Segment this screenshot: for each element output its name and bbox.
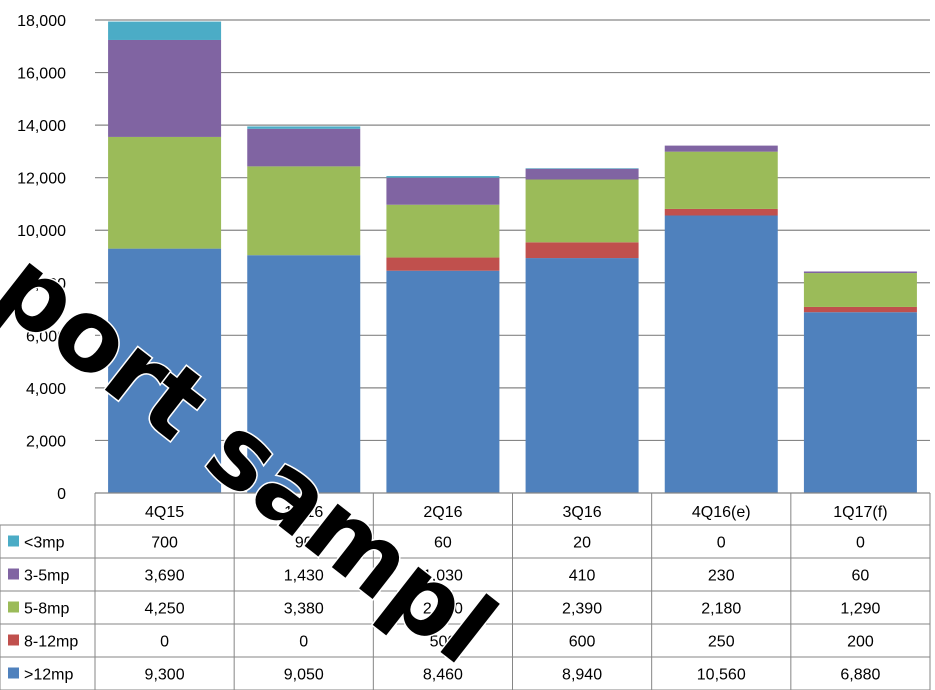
bar-segment	[664, 208, 778, 216]
data-label: 60	[852, 568, 870, 585]
data-label: 2,390	[562, 601, 602, 618]
data-label: 9,050	[284, 667, 324, 684]
y-tick-label: 10,000	[17, 223, 66, 240]
bar-segment	[803, 306, 917, 313]
bar-segment	[108, 39, 222, 137]
data-label: 0	[299, 634, 308, 651]
data-label: 90	[295, 535, 313, 552]
y-tick-label: 16,000	[17, 66, 66, 83]
data-label: 0	[717, 535, 726, 552]
legend-label: <3mp	[24, 535, 65, 552]
data-label: 410	[569, 568, 596, 585]
y-axis-ticks: 0 2,000 4,000 6,000 8,000 10,000 12,000 14,000 1…	[17, 13, 66, 503]
x-tick-label: 4Q16(e)	[692, 504, 751, 521]
legend-swatch	[8, 634, 19, 646]
data-label: 9,300	[145, 667, 185, 684]
data-label: 10,560	[697, 667, 746, 684]
legend-label: >12mp	[24, 667, 73, 684]
bar-segment	[525, 242, 639, 259]
data-label: 700	[151, 535, 178, 552]
data-label: 250	[708, 634, 735, 651]
data-label: 0	[160, 634, 169, 651]
bars	[108, 21, 917, 494]
bar-segment	[386, 176, 500, 178]
data-label: 2,010	[423, 601, 463, 618]
bar-segment	[386, 270, 500, 493]
legend-swatch	[8, 667, 19, 679]
data-label: 20	[573, 535, 591, 552]
bar-segment	[108, 136, 222, 249]
data-label: 200	[847, 634, 874, 651]
bar-segment	[108, 21, 222, 40]
bar-segment	[247, 126, 361, 129]
bar-segment	[386, 204, 500, 258]
bar-segment	[803, 271, 917, 274]
y-tick-label: 8,000	[26, 276, 66, 293]
bar-segment	[525, 168, 639, 180]
data-table: 4Q15 1Q16 2Q16 3Q16 4Q16(e) 1Q17(f) <3mp 700 90 6…	[0, 493, 931, 690]
x-tick-label: 4Q15	[145, 504, 184, 521]
data-label: 4,250	[145, 601, 185, 618]
legend-label: 8-12mp	[24, 634, 78, 651]
legend-swatch	[8, 601, 19, 613]
bar-segment	[386, 177, 500, 205]
y-tick-label: 6,000	[26, 328, 66, 345]
data-label: 3,690	[145, 568, 185, 585]
data-label: 1,290	[840, 601, 880, 618]
bar-segment	[664, 145, 778, 152]
y-tick-label: 14,000	[17, 118, 66, 135]
bar-segment	[247, 255, 361, 493]
y-tick-label: 2,000	[26, 433, 66, 450]
data-label: 6,880	[840, 667, 880, 684]
data-label: 600	[569, 634, 596, 651]
data-label: 2,180	[701, 601, 741, 618]
data-label: 500	[430, 634, 457, 651]
x-tick-label: 3Q16	[563, 504, 602, 521]
legend-swatch	[8, 535, 19, 547]
data-label: 230	[708, 568, 735, 585]
y-tick-label: 0	[57, 486, 66, 503]
bar-segment	[386, 257, 500, 271]
y-tick-label: 4,000	[26, 381, 66, 398]
y-tick-label: 12,000	[17, 171, 66, 188]
data-label: 8,460	[423, 667, 463, 684]
bar-segment	[664, 215, 778, 494]
bar-segment	[525, 179, 639, 243]
data-label: 60	[434, 535, 452, 552]
legend-swatch	[8, 568, 19, 580]
bar-segment	[525, 168, 639, 169]
bar-segment	[664, 151, 778, 209]
legend-label: 5-8mp	[24, 601, 69, 618]
x-tick-label: 1Q17(f)	[833, 504, 887, 521]
y-tick-label: 18,000	[17, 13, 66, 30]
data-label: 3,380	[284, 601, 324, 618]
data-label: 8,940	[562, 667, 602, 684]
x-tick-label: 2Q16	[423, 504, 462, 521]
data-label: 1,030	[423, 568, 463, 585]
bar-segment	[525, 258, 639, 493]
bar-segment	[108, 248, 222, 493]
data-label: 1,430	[284, 568, 324, 585]
gridlines	[95, 19, 930, 442]
legend-label: 3-5mp	[24, 568, 69, 585]
x-tick-label: 1Q16	[284, 504, 323, 521]
bar-segment	[803, 273, 917, 307]
data-label: 0	[856, 535, 865, 552]
bar-segment	[247, 128, 361, 167]
bar-segment	[803, 312, 917, 493]
bar-segment	[247, 166, 361, 256]
